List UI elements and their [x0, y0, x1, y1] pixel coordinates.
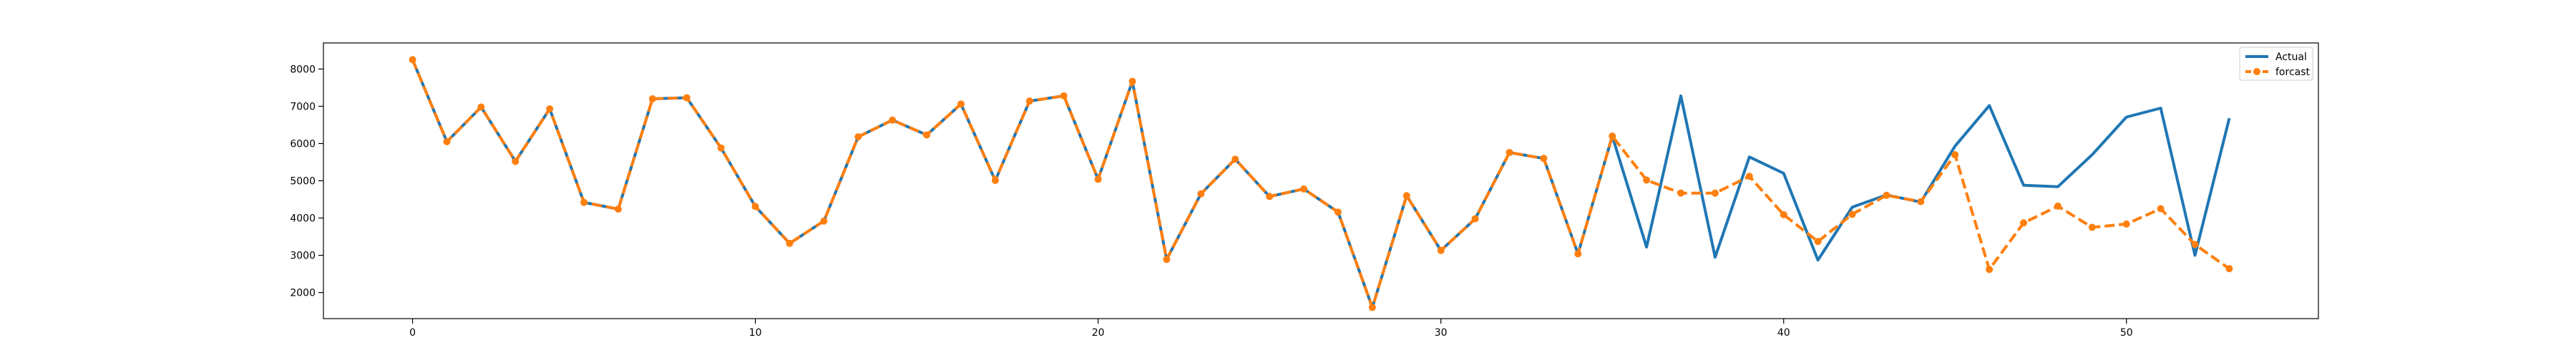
y-tick-label: 4000 [290, 213, 316, 225]
data-point-forcast [2122, 220, 2130, 228]
data-point-forcast [409, 56, 416, 64]
x-tick-label: 50 [2120, 327, 2133, 339]
data-point-forcast [889, 116, 897, 124]
series-layer [409, 56, 2233, 311]
data-point-forcast [1574, 250, 1582, 258]
x-tick-label: 10 [749, 327, 762, 339]
legend: Actual forcast [2239, 47, 2313, 81]
data-point-forcast [923, 131, 931, 139]
data-point-forcast [477, 103, 485, 111]
y-tick-label: 7000 [290, 101, 316, 112]
data-point-forcast [648, 95, 656, 103]
data-point-forcast [1848, 211, 1856, 218]
y-tick-label: 8000 [290, 64, 316, 75]
x-axis: 0 10 20 30 40 50 [409, 319, 2133, 339]
data-point-forcast [580, 198, 588, 206]
data-point-forcast [1745, 173, 1753, 180]
data-point-forcast [1814, 238, 1822, 246]
y-axis: 2000 3000 4000 5000 6000 7000 8000 [290, 64, 323, 299]
data-point-forcast [1986, 266, 1994, 274]
data-point-forcast [1711, 189, 1719, 197]
data-point-forcast [614, 205, 622, 213]
x-tick-label: 20 [1092, 327, 1105, 339]
y-tick-label: 2000 [290, 288, 316, 299]
data-point-forcast [1402, 192, 1410, 200]
data-point-forcast [2225, 265, 2233, 273]
series-line-forcast [411, 59, 2230, 309]
data-point-forcast [2191, 241, 2199, 248]
data-point-forcast [1951, 151, 1959, 159]
y-tick-label: 3000 [290, 251, 316, 262]
data-point-forcast [1780, 211, 1787, 218]
data-point-forcast [1643, 176, 1651, 184]
data-point-forcast [512, 158, 519, 165]
data-point-forcast [854, 133, 862, 141]
y-tick-label: 6000 [290, 138, 316, 150]
data-point-forcast [957, 100, 965, 108]
data-point-forcast [2088, 223, 2096, 231]
y-tick-label: 5000 [290, 176, 316, 188]
data-point-forcast [546, 105, 554, 113]
data-point-forcast [1609, 132, 1616, 140]
x-tick-label: 40 [1777, 327, 1790, 339]
data-point-forcast [2020, 219, 2028, 227]
data-point-forcast [751, 203, 759, 211]
x-tick-label: 0 [409, 327, 416, 339]
data-point-forcast [1025, 97, 1033, 105]
data-point-forcast [1917, 198, 1925, 205]
data-point-forcast [991, 176, 999, 184]
data-point-forcast [1128, 77, 1136, 85]
data-point-forcast [443, 137, 451, 145]
data-point-forcast [1540, 155, 1548, 163]
data-point-forcast [2054, 202, 2062, 210]
data-point-forcast [1437, 246, 1445, 254]
data-point-forcast [1506, 148, 1513, 156]
data-point-forcast [1094, 175, 1102, 183]
data-point-forcast [1471, 215, 1479, 223]
data-point-forcast [717, 144, 725, 152]
data-point-forcast [683, 94, 691, 102]
data-point-forcast [820, 217, 828, 225]
data-point-forcast [1060, 92, 1068, 100]
data-point-forcast [786, 239, 794, 247]
data-point-forcast [1677, 189, 1684, 197]
data-point-forcast [1197, 190, 1205, 198]
data-point-forcast [1266, 193, 1274, 200]
data-point-forcast [1300, 185, 1308, 193]
data-point-forcast [2157, 205, 2165, 213]
legend-label-actual: Actual [2275, 52, 2307, 63]
data-point-forcast [1883, 191, 1890, 199]
data-point-forcast [1231, 155, 1239, 163]
x-tick-label: 30 [1435, 327, 1448, 339]
legend-label-forcast: forcast [2275, 67, 2311, 78]
data-point-forcast [1334, 208, 1342, 216]
data-point-forcast [1163, 256, 1171, 263]
data-point-forcast [1368, 304, 1376, 311]
legend-marker-forcast [2253, 68, 2260, 75]
